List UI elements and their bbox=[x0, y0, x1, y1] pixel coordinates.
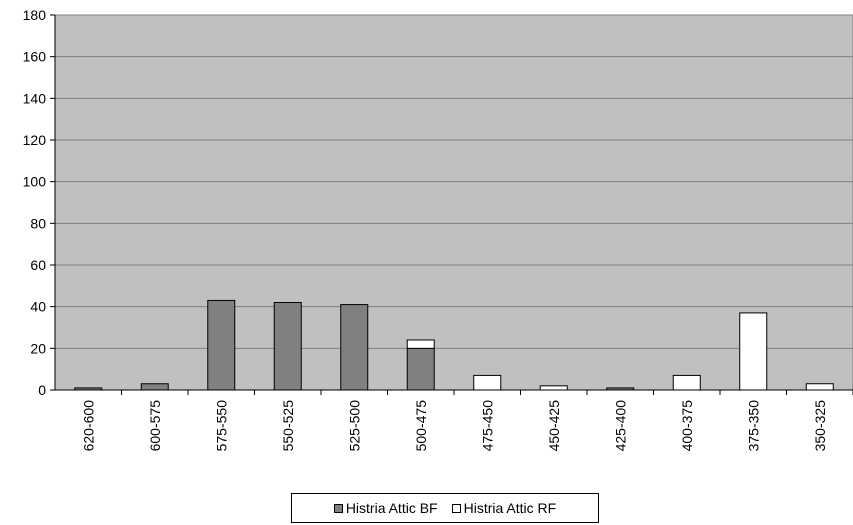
x-tick-label: 450-425 bbox=[546, 400, 562, 452]
x-tick-label: 400-375 bbox=[679, 400, 695, 452]
y-tick-label: 60 bbox=[30, 257, 46, 273]
legend-item-rf: Histria Attic RF bbox=[451, 500, 557, 516]
bars bbox=[74, 299, 834, 391]
bar-bf-600-575 bbox=[140, 383, 169, 391]
bar-rf-350-325 bbox=[805, 383, 834, 391]
bar-rf-450-425 bbox=[539, 385, 568, 391]
legend-label-bf: Histria Attic BF bbox=[345, 500, 438, 516]
bar-bf-575-550 bbox=[207, 299, 236, 391]
y-tick-label: 100 bbox=[23, 174, 47, 190]
x-tick-label: 550-525 bbox=[280, 400, 296, 452]
x-tick-label: 525-500 bbox=[346, 400, 362, 452]
plot-area bbox=[54, 14, 853, 391]
y-tick-label: 40 bbox=[30, 299, 46, 315]
x-tick-label: 425-400 bbox=[612, 400, 628, 452]
gridlines bbox=[55, 14, 853, 349]
y-tick-label: 80 bbox=[30, 215, 46, 231]
legend: Histria Attic BF Histria Attic RF bbox=[291, 493, 599, 523]
bar-rf-475-450 bbox=[473, 374, 502, 391]
bar-bf-550-525 bbox=[273, 302, 302, 391]
bar-rf-375-350 bbox=[739, 312, 768, 391]
bar-bf-525-500 bbox=[340, 304, 369, 391]
y-tick-label: 140 bbox=[23, 90, 47, 106]
x-tick-label: 620-600 bbox=[80, 400, 96, 452]
y-tick-label: 20 bbox=[30, 340, 46, 356]
x-tick-label: 500-475 bbox=[413, 400, 429, 452]
legend-label-rf: Histria Attic RF bbox=[463, 500, 557, 516]
legend-item-bf: Histria Attic BF bbox=[333, 500, 438, 516]
y-tick-labels: 0 20 40 60 80 100 120 140 160 180 bbox=[23, 7, 47, 398]
y-tick-label: 0 bbox=[38, 382, 46, 398]
y-tick-label: 160 bbox=[23, 49, 47, 65]
y-tick-label: 180 bbox=[23, 7, 47, 23]
x-tick-label: 350-325 bbox=[812, 400, 828, 452]
x-tick-label: 600-575 bbox=[147, 400, 163, 452]
bar-chart: 0 20 40 60 80 100 120 140 160 180 620-600 600-575 5… bbox=[23, 7, 853, 452]
x-tick-labels: 620-600 600-575 575-550 550-525 525-500 500-4… bbox=[80, 400, 828, 452]
bar-rf-500-475 bbox=[406, 339, 435, 349]
legend-swatch-bf bbox=[333, 503, 343, 513]
legend-swatch-rf bbox=[451, 503, 461, 513]
x-tick-label: 375-350 bbox=[745, 400, 761, 452]
bar-bf-500-475 bbox=[406, 347, 435, 391]
y-tick-label: 120 bbox=[23, 132, 47, 148]
x-tick-label: 575-550 bbox=[213, 400, 229, 452]
x-tick-label: 475-450 bbox=[479, 400, 495, 452]
axes bbox=[50, 14, 853, 395]
bar-rf-400-375 bbox=[672, 374, 701, 391]
